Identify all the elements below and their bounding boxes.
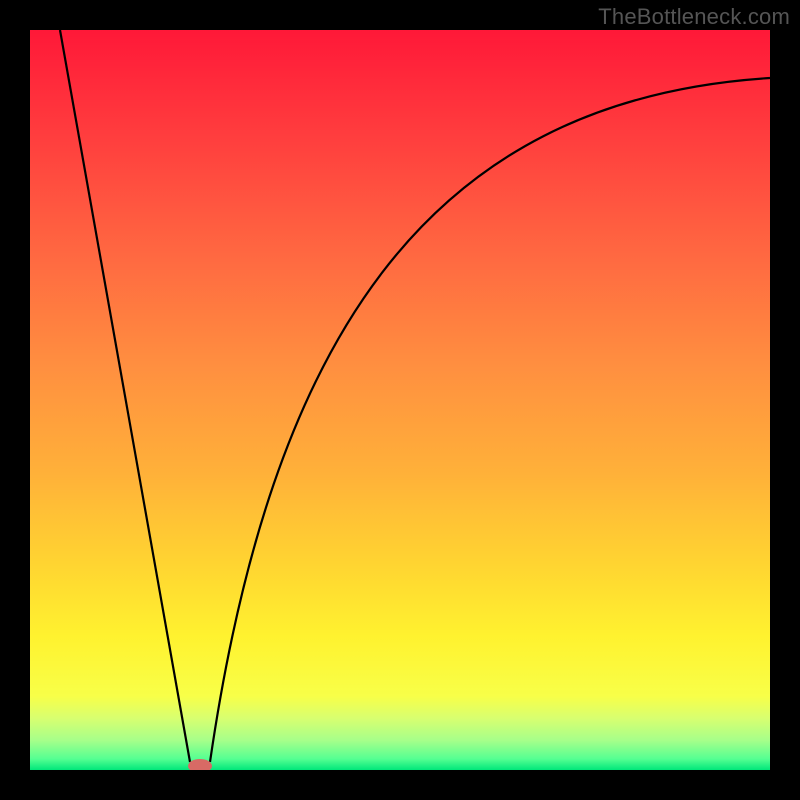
chart-container: TheBottleneck.com bbox=[0, 0, 800, 800]
watermark-text: TheBottleneck.com bbox=[598, 4, 790, 30]
bottleneck-plot bbox=[0, 0, 800, 800]
notch-marker bbox=[188, 759, 212, 773]
plot-background bbox=[30, 30, 770, 770]
